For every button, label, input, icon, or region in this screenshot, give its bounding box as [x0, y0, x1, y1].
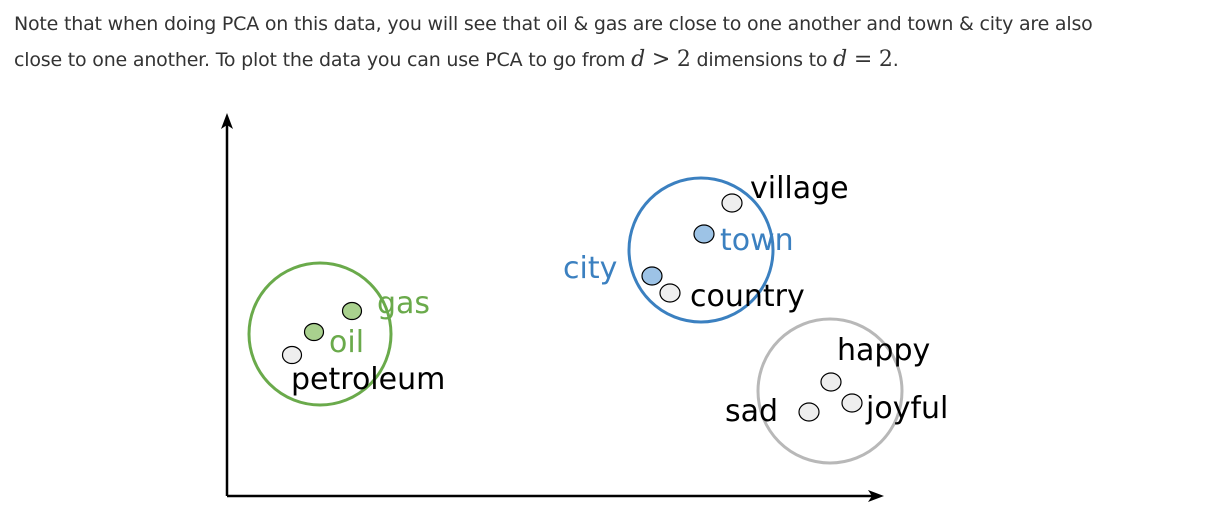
sad-point	[798, 402, 820, 422]
paragraph-line-1: Note that when doing PCA on this data, y…	[14, 13, 1093, 35]
settlement-cluster-ring	[627, 176, 775, 324]
math-equals: =	[853, 47, 873, 72]
town-point	[693, 224, 715, 244]
oil-point	[303, 322, 325, 342]
gas-label: gas	[377, 286, 430, 321]
math-number-2: 2	[676, 47, 691, 72]
town-label: town	[720, 223, 794, 258]
paragraph-line-2-end: .	[892, 49, 899, 71]
settlement-cluster: village town city country	[563, 171, 849, 324]
emotion-cluster-ring	[756, 317, 904, 465]
math-number-2-b: 2	[878, 47, 893, 72]
energy-cluster-ring	[247, 261, 393, 407]
gas-point	[341, 301, 363, 321]
paragraph-line-2-start: close to one another. To plot the data y…	[14, 49, 632, 71]
happy-label: happy	[837, 333, 930, 368]
math-inequality: d > 2	[631, 47, 691, 72]
city-label: city	[563, 251, 617, 286]
village-label: village	[750, 171, 849, 206]
petroleum-point	[281, 345, 303, 365]
math-greater-than: >	[651, 47, 671, 72]
city-point	[641, 266, 663, 286]
joyful-point	[841, 393, 863, 413]
math-var-d-2: d	[833, 47, 848, 72]
energy-cluster: gas oil petroleum	[247, 261, 445, 407]
math-var-d: d	[631, 47, 646, 72]
petroleum-label: petroleum	[291, 362, 445, 397]
sad-label: sad	[725, 394, 778, 429]
happy-point	[820, 372, 842, 392]
paragraph-line-2-mid: dimensions to	[690, 49, 834, 71]
emotion-cluster: happy sad joyful	[725, 317, 948, 465]
y-axis-arrowhead	[221, 113, 233, 129]
axes	[221, 113, 884, 502]
x-axis-arrowhead	[868, 490, 884, 502]
joyful-label: joyful	[865, 391, 948, 426]
country-point	[659, 283, 681, 303]
village-point	[721, 193, 743, 213]
country-label: country	[690, 279, 805, 314]
math-equation: d = 2	[833, 47, 893, 72]
explanation-paragraph: Note that when doing PCA on this data, y…	[14, 6, 1199, 78]
oil-label: oil	[329, 325, 364, 360]
